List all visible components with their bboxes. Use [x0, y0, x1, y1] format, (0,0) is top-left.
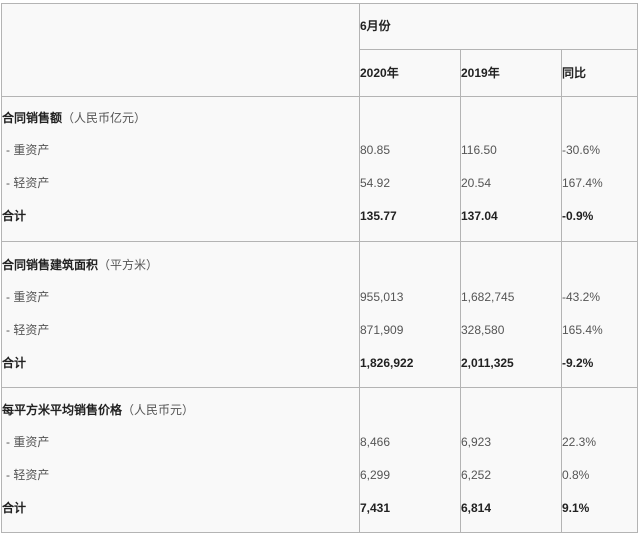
section-title: 合同销售建筑面积（平方米）	[2, 258, 158, 272]
total-label: 合计	[2, 501, 27, 515]
header-2020: 2020年	[360, 66, 399, 80]
cell-value: -43.2%	[562, 290, 601, 304]
cell-value: 0.8%	[562, 468, 590, 482]
row-label: - 轻资产	[6, 323, 50, 337]
section-unit: （平方米）	[98, 258, 159, 272]
section-unit: （人民币元）	[122, 403, 195, 417]
row-divider	[1, 96, 638, 97]
section-title-text: 每平方米平均销售价格	[2, 403, 123, 417]
total-value: -9.2%	[562, 356, 594, 370]
cell-value: 6,299	[360, 468, 391, 482]
row-label: - 轻资产	[6, 468, 50, 482]
cell-value: 328,580	[461, 323, 505, 337]
section-title: 每平方米平均销售价格（人民币元）	[2, 403, 194, 417]
section-title: 合同销售额（人民币亿元）	[2, 111, 146, 125]
column-divider	[460, 49, 461, 533]
row-label: - 重资产	[6, 435, 50, 449]
sales-table	[1, 3, 638, 533]
cell-value: -30.6%	[562, 143, 601, 157]
cell-value: 167.4%	[562, 176, 603, 190]
cell-value: 116.50	[461, 143, 497, 157]
total-value: 1,826,922	[360, 356, 414, 370]
header-period: 6月份	[360, 19, 391, 33]
cell-value: 6,923	[461, 435, 492, 449]
cell-value: 20.54	[461, 176, 492, 190]
row-divider	[359, 49, 638, 50]
header-yoy: 同比	[562, 66, 587, 80]
total-label: 合计	[2, 356, 27, 370]
cell-value: 22.3%	[562, 435, 597, 449]
cell-value: 871,909	[360, 323, 404, 337]
row-divider	[1, 387, 638, 388]
row-label: - 轻资产	[6, 176, 50, 190]
cell-value: 80.85	[360, 143, 391, 157]
section-title-text: 合同销售建筑面积	[2, 258, 99, 272]
cell-value: 6,252	[461, 468, 492, 482]
row-divider	[1, 241, 638, 242]
total-value: 137.04	[461, 209, 498, 223]
total-value: 135.77	[360, 209, 397, 223]
section-unit: （人民币亿元）	[62, 111, 147, 125]
header-2019: 2019年	[461, 66, 500, 80]
row-label: - 重资产	[6, 143, 50, 157]
total-label: 合计	[2, 209, 27, 223]
total-value: 2,011,325	[461, 356, 514, 370]
total-value: 7,431	[360, 501, 391, 515]
cell-value: 955,013	[360, 290, 404, 304]
column-divider	[359, 3, 360, 533]
section-title-text: 合同销售额	[2, 111, 63, 125]
column-divider	[561, 49, 562, 533]
total-value: 6,814	[461, 501, 492, 515]
cell-value: 54.92	[360, 176, 391, 190]
total-value: 9.1%	[562, 501, 590, 515]
row-label: - 重资产	[6, 290, 50, 304]
total-value: -0.9%	[562, 209, 594, 223]
cell-value: 165.4%	[562, 323, 603, 337]
cell-value: 8,466	[360, 435, 391, 449]
cell-value: 1,682,745	[461, 290, 515, 304]
